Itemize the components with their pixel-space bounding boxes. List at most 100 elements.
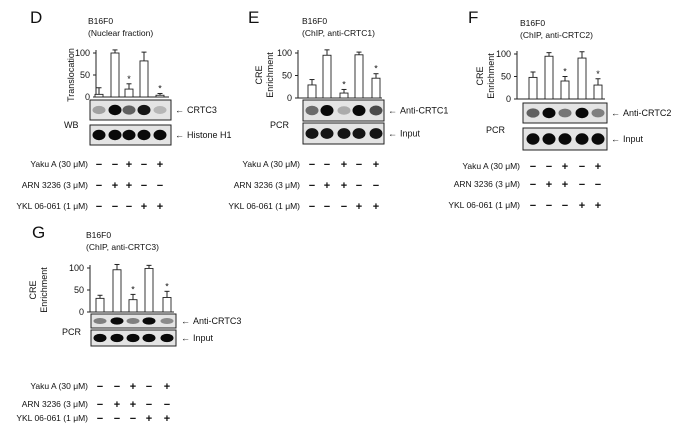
treatment-sign: +	[562, 161, 568, 173]
blot-band	[591, 133, 605, 145]
blot-label: Input	[623, 134, 644, 144]
blot-arrow: ←	[388, 129, 397, 139]
y-tick-label: 100	[496, 49, 511, 59]
blot-arrow: ←	[611, 134, 620, 144]
treatment-sign: −	[130, 413, 136, 425]
method-label: PCR	[62, 327, 82, 337]
panel-title: B16F0	[86, 230, 111, 240]
blot-band	[108, 129, 122, 141]
panel-letter: F	[468, 8, 478, 27]
treatment-sign: −	[309, 159, 315, 171]
bar	[112, 269, 122, 313]
bar	[155, 94, 165, 98]
treatment-sign: +	[141, 201, 147, 213]
treatment-sign: +	[164, 381, 170, 393]
bar	[94, 93, 104, 98]
treatment-sign: −	[96, 201, 102, 213]
y-tick-label: 0	[287, 93, 292, 103]
treatment-sign: −	[341, 201, 347, 213]
significance-star: *	[131, 284, 135, 294]
y-axis-label: CRE	[28, 280, 38, 299]
bar	[307, 84, 317, 99]
y-tick-label: 50	[282, 71, 292, 81]
method-label: WB	[64, 120, 79, 130]
treatment-sign: −	[114, 413, 120, 425]
treatment-sign: −	[157, 180, 163, 192]
treatment-label: ARN 3236 (3 μM)	[454, 179, 520, 189]
blot-band	[126, 333, 140, 343]
blot-band	[352, 128, 366, 139]
significance-star: *	[127, 74, 131, 84]
treatment-sign: −	[146, 381, 152, 393]
treatment-sign: −	[546, 200, 552, 212]
y-tick-label: 50	[80, 70, 90, 80]
blot-band	[153, 129, 167, 141]
blot-band	[160, 318, 174, 324]
panel-title: B16F0	[520, 18, 545, 28]
treatment-label: Yaku A (30 μM)	[242, 159, 300, 169]
bar	[128, 299, 138, 313]
treatment-sign: +	[112, 180, 118, 192]
bar	[560, 80, 570, 100]
blot-band	[542, 107, 556, 119]
blot-band	[320, 128, 334, 139]
blot-band	[558, 108, 572, 118]
blot-band	[591, 108, 605, 118]
blot-band	[137, 104, 151, 116]
treatment-sign: +	[157, 159, 163, 171]
blot-band	[142, 333, 156, 343]
treatment-sign: +	[126, 180, 132, 192]
significance-star: *	[563, 67, 567, 77]
treatment-sign: −	[356, 180, 362, 192]
blot-band	[153, 106, 167, 114]
panel-letter: D	[30, 8, 42, 27]
bar	[593, 84, 603, 100]
treatment-sign: +	[373, 159, 379, 171]
blot-label: Anti-CRTC3	[193, 316, 241, 326]
blot-band	[142, 317, 156, 325]
significance-star: *	[342, 79, 346, 89]
blot-label: Anti-CRTC2	[623, 108, 671, 118]
blot-band	[369, 105, 383, 116]
treatment-sign: −	[309, 201, 315, 213]
bar	[144, 267, 154, 313]
treatment-sign: +	[146, 413, 152, 425]
treatment-label: ARN 3236 (3 μM)	[22, 399, 88, 409]
bar	[371, 77, 381, 99]
blot-band	[110, 317, 124, 325]
blot-band	[93, 333, 107, 343]
treatment-sign: −	[324, 159, 330, 171]
treatment-sign: +	[126, 159, 132, 171]
panel-title: (ChIP, anti-CRTC3)	[86, 242, 159, 252]
treatment-sign: +	[595, 200, 601, 212]
treatment-sign: −	[309, 180, 315, 192]
treatment-sign: +	[164, 413, 170, 425]
panel-letter: E	[248, 8, 259, 27]
significance-star: *	[374, 64, 378, 74]
bar	[577, 57, 587, 100]
y-axis-label: Enrichment	[265, 52, 275, 98]
significance-star: *	[158, 83, 162, 93]
blot-band	[558, 133, 572, 145]
treatment-sign: −	[97, 381, 103, 393]
blot-band	[542, 133, 556, 145]
bar	[124, 88, 134, 98]
treatment-sign: +	[114, 399, 120, 411]
blot-band	[337, 128, 351, 139]
panel-title: (ChIP, anti-CRTC1)	[302, 28, 375, 38]
blot-band	[320, 105, 334, 116]
blot-band	[160, 333, 174, 343]
blot-arrow: ←	[175, 105, 184, 115]
treatment-sign: −	[546, 161, 552, 173]
y-tick-label: 0	[85, 92, 90, 102]
y-tick-label: 50	[501, 72, 511, 82]
blot-band	[92, 129, 106, 141]
treatment-sign: −	[530, 200, 536, 212]
treatment-sign: −	[141, 159, 147, 171]
panel-title: B16F0	[302, 16, 327, 26]
panel-letter: G	[32, 223, 45, 242]
treatment-sign: −	[96, 180, 102, 192]
blot-arrow: ←	[388, 106, 397, 116]
treatment-sign: −	[97, 399, 103, 411]
y-tick-label: 100	[75, 48, 90, 58]
